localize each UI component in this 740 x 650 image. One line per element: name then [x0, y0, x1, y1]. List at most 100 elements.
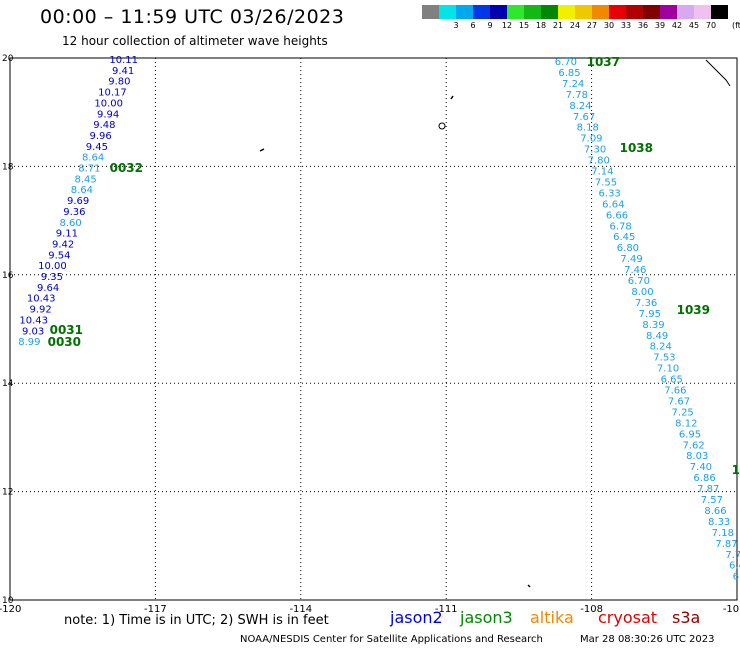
track-time-label: 0030	[48, 335, 81, 349]
wave-height-reading: 7.55	[595, 177, 617, 188]
legend-swatch	[575, 5, 592, 19]
legend-label: 39	[654, 21, 666, 30]
track-time-label: 1038	[620, 141, 653, 155]
legend-label: 9	[487, 21, 493, 30]
wave-height-reading: 7.49	[620, 254, 642, 265]
legend-label: 12	[501, 21, 513, 30]
x-tick-label: -117	[144, 604, 167, 615]
wave-height-reading: 8.99	[18, 337, 40, 348]
wave-height-reading: 7.95	[639, 309, 661, 320]
track-time-label: 1	[732, 463, 740, 477]
wave-height-reading: 7.09	[580, 134, 602, 145]
wave-height-reading: 8.64	[71, 185, 93, 196]
wave-height-reading: 10.43	[27, 294, 56, 305]
map-subtitle: 12 hour collection of altimeter wave hei…	[62, 34, 328, 48]
wave-height-reading: 9.96	[89, 131, 111, 142]
map-frame	[9, 57, 738, 601]
wave-height-reading: 7.53	[653, 353, 675, 364]
wave-height-reading: 7.10	[657, 364, 679, 375]
satellite-label-jason3: jason3	[460, 608, 513, 627]
legend-label: 42	[671, 21, 683, 30]
x-tick-label: -108	[580, 604, 603, 615]
wave-height-reading: 10.17	[98, 88, 127, 99]
wave-height-reading: 6.86	[693, 473, 715, 484]
wave-height-reading: 9.92	[29, 305, 51, 316]
wave-height-reading: 7.80	[588, 156, 610, 167]
wave-height-reading: 6.64	[602, 199, 624, 210]
wave-height-reading: 8.39	[642, 320, 664, 331]
y-tick-label: 18	[2, 162, 14, 172]
wave-height-reading: 9.35	[41, 272, 63, 283]
wave-height-reading: 6.85	[558, 68, 580, 79]
wave-height-reading: 9.42	[52, 239, 74, 250]
legend-label: 27	[586, 21, 598, 30]
wave-height-reading: 6.78	[609, 221, 631, 232]
wave-height-reading: 7.66	[664, 386, 686, 397]
wave-height-reading: 8.71	[78, 164, 100, 175]
wave-height-reading: 7.24	[562, 79, 584, 90]
legend-swatch	[524, 5, 541, 19]
x-tick-label: -120	[0, 604, 21, 615]
wave-height-reading: 9.11	[56, 229, 78, 240]
legend-swatch	[456, 5, 473, 19]
legend-swatch	[711, 5, 728, 19]
legend-label: 3	[453, 21, 459, 30]
wave-height-reading: 7.46	[624, 265, 646, 276]
wave-height-reading: 9.64	[37, 283, 59, 294]
wave-height-reading: 7.14	[591, 167, 613, 178]
legend-label: 36	[637, 21, 649, 30]
wave-height-reading: 9.41	[112, 66, 134, 77]
wave-height-reading: 8.45	[74, 174, 96, 185]
wave-height-reading: 9.03	[22, 326, 44, 337]
wave-height-reading: 10.43	[19, 315, 48, 326]
satellite-label-cryosat: cryosat	[598, 608, 658, 627]
legend-label: 18	[535, 21, 547, 30]
track-time-label: 0032	[110, 161, 143, 175]
island	[438, 122, 446, 130]
legend-swatch	[439, 5, 456, 19]
y-tick-label: 10	[2, 596, 14, 606]
wave-height-reading: 6.45	[613, 232, 635, 243]
wave-height-reading: 8.18	[577, 123, 599, 134]
footer-note: note: 1) Time is in UTC; 2) SWH is in fe…	[64, 613, 329, 628]
x-tick-label: -114	[289, 604, 312, 615]
legend-swatch	[677, 5, 694, 19]
track-time-label: 0031	[50, 323, 83, 337]
wave-height-reading: 6.70	[555, 57, 577, 68]
wave-height-reading: 7.67	[668, 396, 690, 407]
wave-height-reading: 7.18	[712, 528, 734, 539]
island	[450, 95, 454, 100]
wave-height-reading: 10.11	[109, 55, 138, 66]
wave-height-reading: 7.78	[566, 90, 588, 101]
wave-height-reading: 6.65	[661, 375, 683, 386]
y-tick-label: 12	[2, 488, 13, 498]
legend-swatch	[422, 5, 439, 19]
coastline	[705, 59, 731, 87]
legend-swatch	[643, 5, 660, 19]
wave-height-reading: 8.03	[686, 451, 708, 462]
y-tick-label: 20	[2, 54, 14, 64]
legend-swatch	[694, 5, 711, 19]
track-time-label: 1039	[677, 303, 710, 317]
wave-height-reading: 9.54	[48, 250, 70, 261]
track-time-label: 1037	[587, 55, 620, 69]
wave-height-reading: 8.60	[59, 218, 81, 229]
legend-label: 24	[569, 21, 581, 30]
satellite-label-s3a: s3a	[672, 608, 701, 627]
legend-label: 30	[603, 21, 615, 30]
wave-height-reading: 9.94	[97, 109, 119, 120]
legend-swatch	[473, 5, 490, 19]
legend-swatch	[626, 5, 643, 19]
wave-height-reading: 8.24	[650, 342, 672, 353]
wave-height-reading: 7.67	[573, 112, 595, 123]
wave-height-reading: 8.24	[569, 101, 591, 112]
wave-height-reading: 7.57	[701, 495, 723, 506]
map-title: 00:00 – 11:59 UTC 03/26/2023	[40, 6, 345, 28]
wave-height-reading: 6.70	[628, 276, 650, 287]
wave-height-reading: 7.36	[635, 298, 657, 309]
wave-height-reading: 7.62	[682, 440, 704, 451]
legend-swatch	[592, 5, 609, 19]
legend-swatch	[490, 5, 507, 19]
island	[259, 148, 265, 152]
